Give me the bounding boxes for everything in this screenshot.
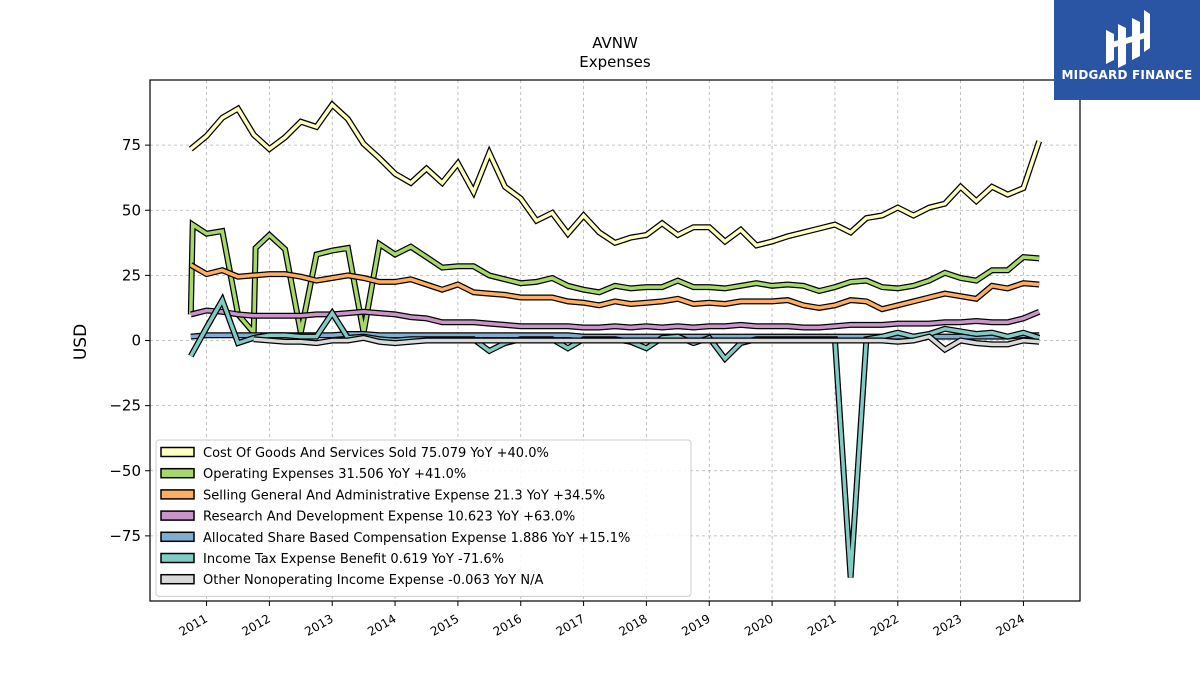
x-tick-label: 2014 [365, 611, 398, 638]
y-tick-label: 75 [122, 136, 141, 154]
series-line-selling-general-and-administrative-expense [189, 263, 1040, 312]
series-line-cost-of-goods-and-services-sold [189, 102, 1041, 248]
series-line-research-and-development-expense [190, 308, 1040, 330]
legend-entry-label: Research And Development Expense 10.623 … [203, 510, 575, 525]
x-tick-label: 2022 [868, 611, 901, 638]
x-tick-label: 2012 [239, 611, 272, 638]
x-tick-label: 2023 [931, 611, 964, 638]
x-tick-label: 2020 [742, 611, 775, 638]
legend-entry-label: Other Nonoperating Income Expense -0.063… [203, 573, 543, 588]
x-tick-label: 2019 [679, 611, 712, 638]
legend-swatch [160, 531, 195, 543]
legend-entry-label: Cost Of Goods And Services Sold 75.079 Y… [203, 446, 549, 461]
y-axis-label: USD [71, 324, 91, 360]
x-tick-label: 2024 [993, 611, 1026, 638]
legend-box [155, 439, 692, 597]
legend-swatch [160, 489, 195, 500]
x-tick-label: 2021 [805, 611, 838, 638]
company-logo: MIDGARD FINANCE [1054, 0, 1200, 100]
x-tick-label: 2018 [616, 611, 649, 638]
chart-subtitle: Expenses [579, 53, 651, 71]
legend-swatch [160, 510, 195, 521]
y-tick-label: 50 [122, 201, 141, 219]
series-line-other-nonoperating-income-expense [253, 334, 1040, 352]
x-tick-label: 2015 [428, 611, 461, 638]
chart-title: AVNW [592, 34, 638, 52]
y-tick-label: −25 [109, 397, 141, 415]
legend-swatch [160, 573, 195, 585]
company-name: MIDGARD FINANCE [1061, 68, 1193, 82]
series-line-operating-expenses [189, 221, 1040, 338]
legend-entry-label: Operating Expenses 31.506 YoY +41.0% [203, 467, 466, 482]
legend-entry-label: Allocated Share Based Compensation Expen… [203, 531, 630, 546]
x-tick-label: 2017 [554, 611, 587, 638]
y-tick-label: 25 [122, 266, 141, 284]
legend-swatch [160, 552, 195, 564]
legend-entry-label: Selling General And Administrative Expen… [203, 488, 605, 503]
y-tick-label: −75 [109, 527, 141, 545]
y-tick-label: 0 [131, 332, 141, 350]
series-lines [187, 100, 1043, 578]
legend: Cost Of Goods And Services Sold 75.079 Y… [155, 439, 692, 597]
x-tick-label: 2016 [491, 611, 524, 638]
legend-swatch [160, 467, 195, 479]
legend-swatch [160, 446, 195, 458]
legend-entry-label: Income Tax Expense Benefit 0.619 YoY -71… [203, 552, 504, 567]
x-tick-label: 2013 [302, 611, 335, 638]
y-tick-label: −50 [109, 462, 141, 480]
midgard-logo-icon [1106, 10, 1150, 68]
x-tick-label: 2011 [177, 611, 210, 638]
